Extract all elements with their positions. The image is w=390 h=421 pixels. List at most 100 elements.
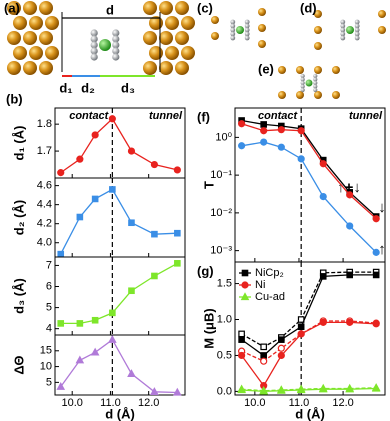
atom — [90, 41, 98, 49]
atom — [244, 27, 250, 33]
data-point — [297, 323, 305, 331]
data-point — [108, 334, 117, 343]
x-tick-label: 10.0 — [244, 397, 265, 409]
data-point — [277, 143, 285, 151]
data-point — [238, 336, 245, 343]
panel-label: (f) — [197, 109, 210, 124]
legend-marker — [240, 292, 250, 301]
atom — [313, 77, 318, 82]
atom — [378, 26, 386, 34]
series-label: ↑+↓ — [337, 179, 361, 196]
atom — [13, 46, 27, 60]
data-point — [260, 121, 267, 128]
atom — [143, 61, 157, 75]
data-point — [260, 127, 268, 135]
data-point — [174, 229, 181, 237]
y-tick-label: 6 — [46, 280, 52, 292]
legend-marker — [241, 269, 249, 277]
atom — [378, 10, 386, 18]
data-point — [297, 155, 305, 163]
atom — [354, 27, 360, 33]
atom — [278, 66, 286, 74]
data-point — [91, 195, 99, 203]
legend-label: NiCp₂ — [255, 267, 284, 279]
y-tick-label: 10 — [40, 360, 52, 372]
atom — [112, 47, 120, 55]
data-point — [296, 385, 306, 394]
atom — [159, 61, 173, 75]
series-line — [60, 338, 178, 394]
atom — [314, 91, 322, 99]
atom — [300, 73, 305, 79]
atom — [354, 35, 360, 41]
atom — [181, 46, 195, 60]
data-point — [238, 330, 245, 338]
atom — [313, 87, 318, 93]
atom — [99, 39, 111, 51]
atom — [112, 35, 120, 43]
atom — [39, 61, 53, 75]
atom — [354, 31, 360, 37]
atom — [159, 1, 173, 15]
atom — [165, 16, 179, 30]
legend-label: Ni — [255, 279, 265, 291]
d2-label: d₂ — [81, 80, 95, 95]
y-tick-label: 1.8 — [37, 118, 52, 130]
data-point — [57, 169, 65, 177]
atom — [230, 23, 236, 29]
atom — [236, 26, 244, 34]
y-tick-label: 0.5 — [217, 349, 232, 361]
atom — [300, 80, 305, 86]
atom — [354, 19, 360, 25]
y-axis-label: d₃ (Å) — [11, 278, 26, 314]
atom — [340, 35, 346, 41]
atom — [244, 31, 250, 37]
atom — [90, 35, 98, 43]
data-point — [150, 160, 159, 169]
data-point — [127, 369, 136, 377]
atom — [314, 42, 322, 50]
y-tick-label: 1.0 — [217, 313, 232, 325]
data-point — [319, 273, 327, 280]
data-point — [109, 309, 116, 317]
data-point — [75, 355, 85, 364]
atom — [45, 16, 59, 30]
atom — [90, 47, 98, 55]
atom — [175, 61, 189, 75]
data-point — [57, 320, 65, 327]
series-line — [60, 117, 178, 174]
atom — [211, 16, 219, 24]
y-axis-label: M (μB) — [201, 308, 216, 348]
atom — [244, 35, 250, 41]
atom — [7, 31, 21, 45]
data-point — [319, 192, 327, 201]
atom — [29, 46, 43, 60]
atom — [258, 8, 266, 16]
atom — [39, 1, 53, 15]
data-point — [260, 352, 267, 359]
series-line — [241, 119, 377, 217]
y-tick-label: 7 — [46, 259, 52, 271]
panel-label: (d) — [300, 0, 317, 15]
atom — [29, 16, 43, 30]
data-point — [278, 336, 285, 343]
atom — [340, 23, 346, 29]
data-point — [127, 147, 136, 155]
y-tick-label: 0.0 — [217, 385, 232, 397]
legend-marker — [241, 281, 249, 289]
x-tick-label: 12.0 — [138, 397, 159, 409]
atom — [90, 53, 98, 61]
data-point — [277, 351, 285, 360]
atom — [230, 27, 236, 33]
data-point — [238, 142, 246, 150]
data-point — [372, 271, 380, 279]
data-point — [319, 318, 327, 326]
y-tick-label: 15 — [40, 345, 52, 357]
data-point — [128, 287, 135, 295]
data-point — [56, 382, 66, 390]
atom — [211, 32, 219, 40]
atom — [332, 66, 340, 74]
atom — [175, 1, 189, 15]
panel-label: (b) — [6, 91, 23, 106]
data-point — [319, 160, 327, 168]
